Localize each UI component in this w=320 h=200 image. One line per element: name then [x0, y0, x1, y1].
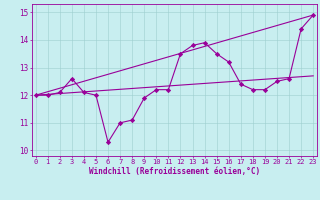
X-axis label: Windchill (Refroidissement éolien,°C): Windchill (Refroidissement éolien,°C) — [89, 167, 260, 176]
